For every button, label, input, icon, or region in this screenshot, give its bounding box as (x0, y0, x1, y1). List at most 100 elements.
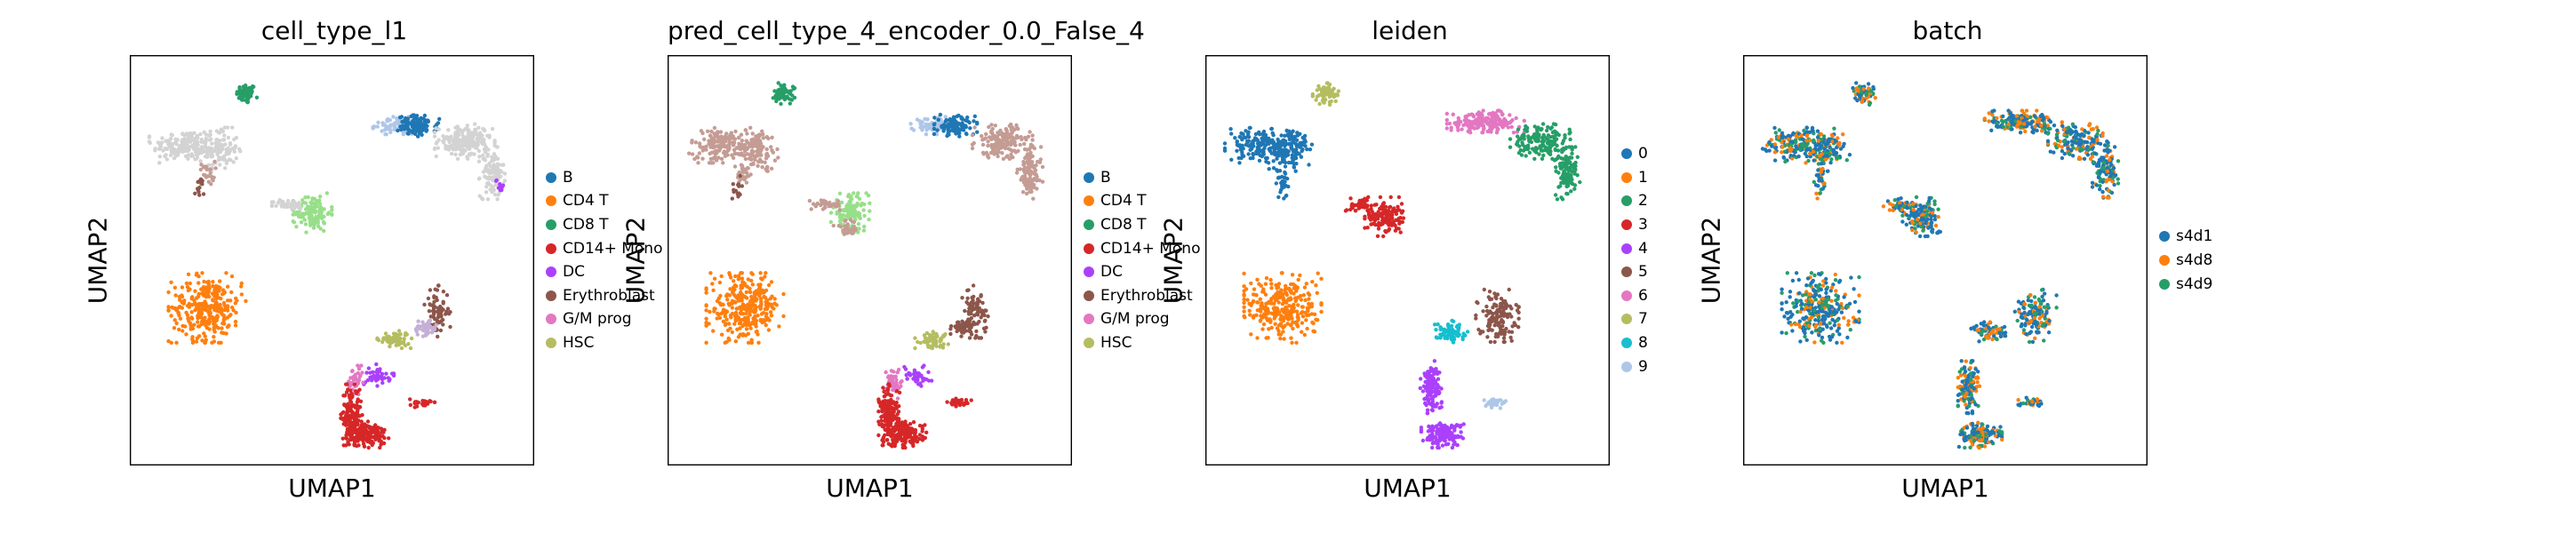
data-point (856, 221, 861, 227)
data-point (823, 202, 828, 207)
data-point (201, 285, 206, 290)
data-point (927, 332, 932, 338)
data-point (719, 138, 724, 142)
data-point (1265, 155, 1269, 161)
data-point (219, 296, 223, 301)
data-point (700, 148, 705, 153)
data-point (771, 96, 775, 100)
data-point (955, 131, 960, 135)
data-point (382, 427, 387, 433)
data-point (249, 91, 253, 96)
data-point (341, 422, 346, 426)
data-point (239, 284, 244, 289)
data-point (422, 302, 427, 307)
data-point (365, 439, 370, 444)
data-point (157, 147, 162, 151)
data-point (1563, 171, 1568, 176)
data-point (708, 156, 713, 162)
data-point (1548, 148, 1552, 153)
data-point (205, 304, 210, 309)
data-point (775, 147, 780, 152)
data-point (1394, 211, 1399, 216)
data-point (750, 148, 755, 154)
data-point (728, 313, 733, 318)
data-point (383, 132, 388, 137)
point-cluster (195, 125, 243, 173)
data-point (381, 441, 387, 446)
data-point (209, 147, 214, 152)
data-point (184, 148, 188, 153)
data-point (760, 164, 764, 170)
data-point (708, 151, 712, 156)
data-point (721, 319, 726, 324)
data-point (893, 427, 898, 433)
data-point (1462, 118, 1467, 123)
data-point (169, 142, 174, 147)
data-point (210, 141, 214, 146)
legend-marker (546, 219, 556, 231)
data-point (884, 402, 889, 407)
data-point (1554, 165, 1558, 170)
data-point (704, 316, 708, 321)
data-point (356, 422, 360, 427)
data-point (966, 329, 971, 333)
data-point (915, 117, 920, 122)
data-point (1523, 127, 1527, 132)
data-point (716, 296, 721, 301)
data-point (764, 135, 770, 139)
data-point (356, 389, 360, 394)
data-point (767, 318, 772, 322)
data-point (1372, 203, 1377, 207)
data-point (1002, 132, 1006, 137)
data-point (309, 221, 315, 227)
data-point (1028, 152, 1033, 156)
point-cluster (913, 330, 950, 351)
data-point (1569, 155, 1574, 160)
data-point (355, 400, 360, 404)
data-point (897, 426, 901, 430)
data-point (885, 426, 891, 430)
data-point (748, 125, 753, 130)
data-point (166, 290, 171, 295)
data-point (242, 89, 246, 94)
data-point (169, 149, 174, 154)
point-cluster (476, 145, 508, 202)
data-point (1275, 156, 1279, 161)
data-point (186, 156, 190, 161)
data-point (690, 152, 695, 156)
data-point (726, 336, 731, 341)
point-cluster (828, 191, 872, 235)
data-point (1480, 113, 1484, 117)
data-point (1495, 108, 1500, 113)
data-point (341, 394, 346, 398)
data-point (974, 329, 979, 334)
data-point (1565, 174, 1571, 179)
data-point (416, 319, 420, 323)
data-point (244, 298, 248, 304)
data-point (1546, 133, 1551, 138)
data-point (753, 314, 757, 319)
data-point (855, 212, 860, 217)
data-point (375, 124, 380, 129)
data-point (1568, 137, 1572, 142)
data-point (1263, 135, 1268, 139)
data-point (408, 346, 413, 351)
data-point (1516, 151, 1522, 155)
data-point (1397, 221, 1402, 226)
data-point (1284, 129, 1290, 133)
data-point (426, 402, 430, 406)
data-point (868, 201, 872, 205)
data-point (777, 87, 781, 91)
data-point (894, 389, 900, 394)
data-point (935, 128, 940, 132)
data-point (173, 293, 178, 298)
data-point (378, 434, 382, 440)
data-point (958, 127, 963, 132)
data-point (203, 141, 208, 147)
data-point (291, 219, 295, 224)
data-point (359, 419, 364, 424)
data-point (1565, 160, 1570, 165)
data-point (769, 314, 774, 318)
umap-panel-1: cell_type_l1 UMAP1 UMAP2 B CD4 T CD8 T CD14… (84, 0, 663, 533)
legend-label: HSC (563, 334, 595, 353)
